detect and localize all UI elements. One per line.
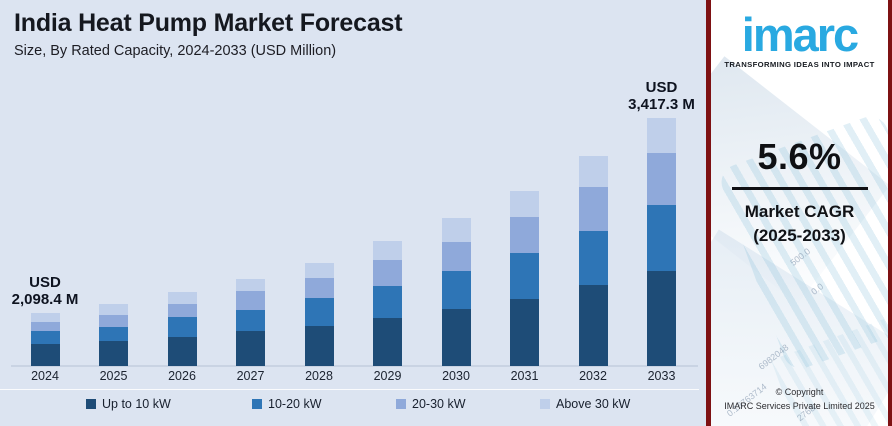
bar-segment [99, 304, 128, 315]
bar-2032 [578, 156, 608, 366]
bar-segment [99, 327, 128, 341]
legend-item: 20-30 kW [396, 397, 466, 411]
bar-segment [373, 241, 402, 260]
legend-swatch [252, 399, 262, 409]
value-annotation-2024: USD 2,098.4 M [11, 273, 79, 309]
legend-swatch [540, 399, 550, 409]
bar-segment [304, 298, 334, 326]
watermark-number: 0.0 [809, 281, 826, 297]
bar-segment [373, 318, 402, 366]
bar-segment [99, 315, 128, 327]
chart-title: India Heat Pump Market Forecast [14, 9, 403, 37]
x-axis-label-2027: 2027 [236, 369, 265, 383]
legend-label: Up to 10 kW [102, 397, 171, 411]
bar-segment [647, 153, 676, 205]
cagr-label-line2: (2025-2033) [753, 225, 846, 245]
bar-segment [647, 118, 676, 153]
legend-swatch [86, 399, 96, 409]
bar-segment [510, 217, 539, 253]
bar-segment [167, 317, 197, 337]
bar-segment [647, 271, 676, 366]
bar-segment [236, 310, 265, 331]
legend-item: 10-20 kW [252, 397, 322, 411]
watermark-number: 6982048 [756, 342, 791, 372]
bar-segment [236, 279, 265, 291]
bar-segment [373, 286, 402, 318]
bar-segment [167, 292, 197, 304]
bar-segment [99, 341, 128, 366]
bar-2028 [304, 263, 334, 366]
cagr-value: 5.6% [757, 136, 842, 177]
x-axis-label-2033: 2033 [647, 369, 676, 383]
legend-label: 10-20 kW [268, 397, 322, 411]
bar-2027 [236, 279, 265, 366]
bar-segment [30, 322, 60, 331]
cagr-block: 5.6% Market CAGR (2025-2033) [711, 136, 888, 248]
bar-segment [441, 218, 471, 242]
x-axis-label-2029: 2029 [373, 369, 402, 383]
x-axis-label-2028: 2028 [305, 369, 333, 383]
logo-block: imarc TRANSFORMING IDEAS INTO IMPACT [711, 8, 888, 70]
bar-segment [441, 271, 471, 309]
brand-panel: 500.0 0.0 6982048 0.13763714 2768 imarc TRAN… [711, 0, 888, 426]
copyright-notice: © Copyright IMARC Services Private Limit… [711, 386, 888, 414]
bar-2029 [373, 241, 402, 366]
x-axis-label-2032: 2032 [579, 369, 607, 383]
x-axis-label-2031: 2031 [510, 369, 539, 383]
bar-segment [30, 313, 60, 322]
imarc-logo: imarc [741, 8, 859, 61]
bar-segment [510, 191, 539, 217]
bar-2025 [99, 304, 128, 366]
red-divider-strip [706, 0, 711, 426]
bar-2031 [510, 191, 539, 366]
x-axis-label-2030: 2030 [442, 369, 470, 383]
copyright-line1: © Copyright [775, 387, 824, 398]
bar-2030 [441, 218, 471, 366]
legend-separator-line [0, 389, 699, 390]
x-axis-line [11, 365, 698, 367]
bar-segment [647, 205, 676, 271]
bar-segment [30, 344, 60, 366]
bar-segment [167, 304, 197, 317]
bar-segment [304, 278, 334, 298]
chart-section: India Heat Pump Market Forecast Size, By… [0, 0, 706, 426]
bar-segment [578, 156, 608, 187]
logo-tagline: TRANSFORMING IDEAS INTO IMPACT [724, 60, 875, 70]
value-annotation-2033: USD 3,417.3 M [628, 78, 695, 114]
x-axis-label-2026: 2026 [168, 369, 196, 383]
chart-subtitle: Size, By Rated Capacity, 2024-2033 (USD … [14, 43, 337, 59]
bar-segment [304, 263, 334, 278]
red-edge-strip [888, 0, 892, 426]
bar-segment [510, 299, 539, 366]
bar-segment [578, 187, 608, 231]
bar-segment [236, 291, 265, 310]
cagr-divider-line [731, 187, 868, 190]
copyright-line2: IMARC Services Private Limited 2025 [724, 401, 875, 412]
bar-2033 [647, 118, 676, 366]
bar-segment [373, 260, 402, 286]
legend-label: 20-30 kW [412, 397, 466, 411]
legend-item: Above 30 kW [540, 397, 630, 411]
legend-swatch [396, 399, 406, 409]
bar-segment [167, 337, 197, 366]
bar-2024 [30, 313, 60, 366]
bar-segment [578, 231, 608, 285]
bar-segment [441, 242, 471, 271]
watermark-number: 500.0 [788, 246, 813, 268]
bar-2026 [167, 292, 197, 366]
bar-segment [304, 326, 334, 366]
bar-segment [510, 253, 539, 299]
bar-segment [441, 309, 471, 366]
legend-item: Up to 10 kW [86, 397, 171, 411]
cagr-label-line1: Market CAGR [744, 202, 855, 221]
bar-segment [578, 285, 608, 366]
x-axis-label-2024: 2024 [31, 369, 59, 383]
x-axis-label-2025: 2025 [99, 369, 128, 383]
bar-segment [236, 331, 265, 366]
legend-label: Above 30 kW [556, 397, 631, 411]
bar-segment [30, 331, 60, 344]
